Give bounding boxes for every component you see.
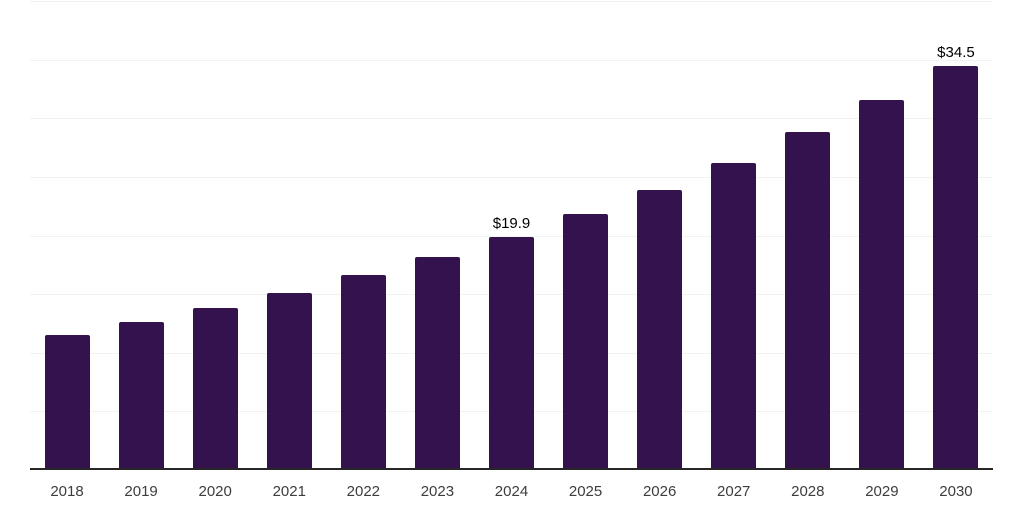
bar-2026 [637,189,683,468]
x-tick-2027: 2027 [717,483,751,500]
bar-2019 [118,322,164,468]
bar-2023 [414,256,460,468]
bar-2027 [711,162,757,468]
bar-2024 [489,236,534,468]
bar-2029 [859,99,905,468]
x-tick-2024: 2024 [494,483,529,500]
bar-2028 [785,132,831,468]
gridline-25 [30,176,993,178]
gridline-35 [30,59,993,61]
x-tick-2028: 2028 [791,483,825,500]
bar-2030 [933,65,979,468]
value-label-2024: $19.9 [492,214,531,232]
x-tick-2029: 2029 [865,483,899,500]
x-tick-2022: 2022 [346,483,381,500]
x-tick-2020: 2020 [198,483,232,500]
gridline-20 [30,235,993,237]
bar-2021 [266,292,312,468]
x-tick-2025: 2025 [568,483,603,500]
x-axis-line [30,468,993,470]
x-axis: 2018 2019 2020 2021 2022 2023 2024 2025 2026 2027… [30,482,993,504]
x-tick-2021: 2021 [272,483,306,500]
x-tick-2030: 2030 [939,483,973,500]
x-tick-2018: 2018 [50,483,84,500]
x-tick-2019: 2019 [124,483,158,500]
x-tick-2026: 2026 [642,483,677,500]
bar-2018 [44,335,90,468]
gridline-40 [30,1,993,2]
x-tick-2023: 2023 [420,483,455,500]
value-label-2030: $34.5 [937,43,975,61]
plot-area: $19.9 $34.5 [30,1,993,470]
gridline-30 [30,118,993,120]
bar-2022 [340,275,386,468]
bar-2025 [563,214,609,468]
bar-2020 [192,308,238,468]
